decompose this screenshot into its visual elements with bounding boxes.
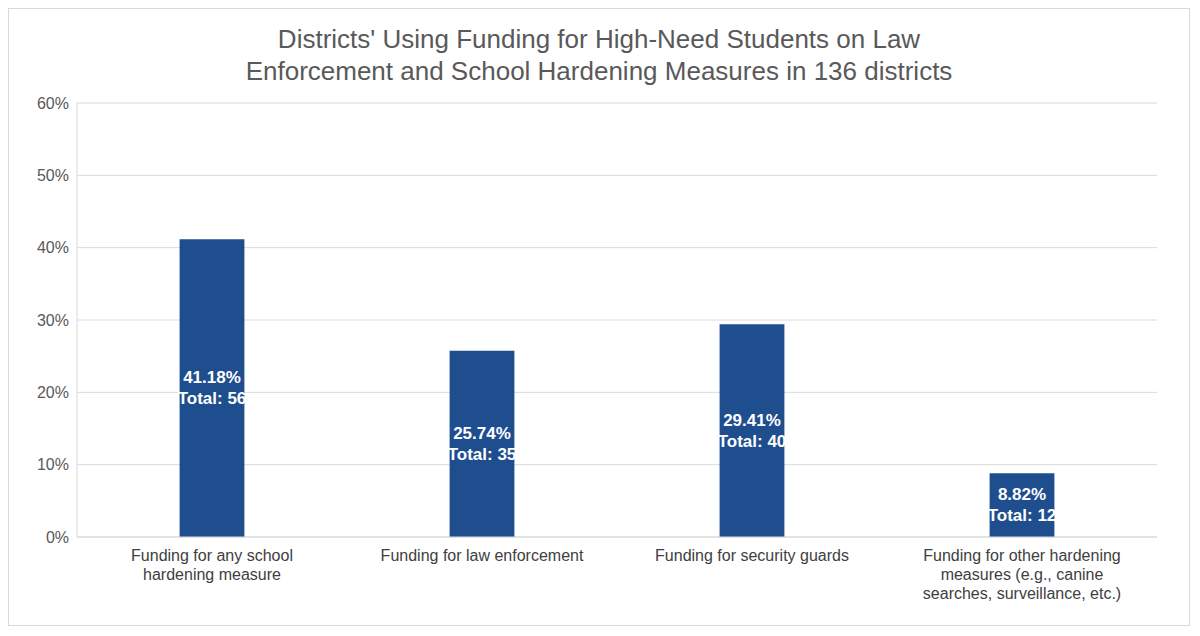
svg-text:Funding for security guards: Funding for security guards — [655, 547, 849, 564]
svg-text:Funding for law enforcement: Funding for law enforcement — [381, 547, 584, 564]
svg-text:41.18%Total: 56: 41.18%Total: 56 — [178, 368, 247, 408]
svg-text:Funding for any schoolhardenin: Funding for any schoolhardening measure — [131, 547, 293, 583]
svg-text:30%: 30% — [37, 312, 69, 329]
svg-text:29.41%Total: 40: 29.41%Total: 40 — [718, 411, 787, 451]
svg-text:Funding for other hardeningmea: Funding for other hardeningmeasures (e.g… — [923, 547, 1121, 602]
svg-text:10%: 10% — [37, 456, 69, 473]
svg-text:20%: 20% — [37, 384, 69, 401]
svg-text:0%: 0% — [46, 529, 69, 546]
html-text:Districts' Using Funding for H: Districts' Using Funding for High-Need S… — [245, 24, 953, 86]
svg-text:50%: 50% — [37, 167, 69, 184]
svg-text:60%: 60% — [37, 95, 69, 112]
svg-text:25.74%Total: 35: 25.74%Total: 35 — [448, 424, 517, 464]
svg-text:8.82%Total: 12: 8.82%Total: 12 — [988, 485, 1057, 525]
svg-text:40%: 40% — [37, 239, 69, 256]
